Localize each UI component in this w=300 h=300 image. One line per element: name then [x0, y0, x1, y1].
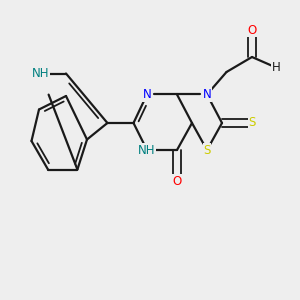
- Text: S: S: [203, 143, 211, 157]
- Text: N: N: [202, 88, 211, 101]
- Text: S: S: [248, 116, 256, 130]
- Text: N: N: [142, 88, 152, 101]
- Text: NH: NH: [138, 143, 156, 157]
- Text: NH: NH: [32, 67, 49, 80]
- Text: O: O: [248, 23, 256, 37]
- Text: H: H: [272, 61, 280, 74]
- Text: O: O: [172, 175, 182, 188]
